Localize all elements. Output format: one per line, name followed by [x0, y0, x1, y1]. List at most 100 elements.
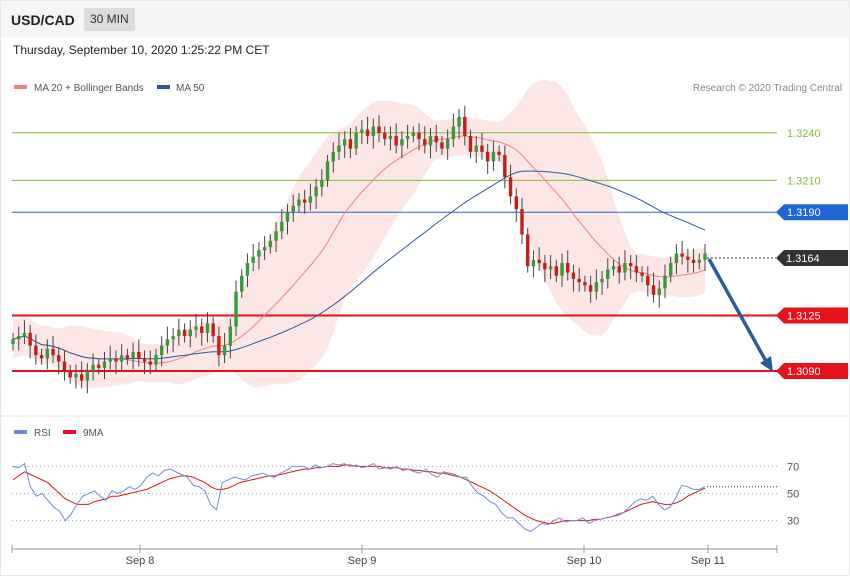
x-tick-label: Sep 8: [126, 555, 155, 567]
level-tag-1-3125: [776, 307, 848, 324]
candle-body: [62, 361, 67, 372]
level-label-1-3090: 1.3090: [787, 366, 821, 378]
candle-body: [634, 266, 639, 273]
candle-body: [142, 358, 147, 362]
candle-body: [251, 256, 255, 264]
symbol-label: USD/CAD: [11, 12, 75, 28]
candle-body: [348, 139, 353, 149]
candle-body: [371, 126, 376, 136]
rsi-panel: 70 50 30: [12, 461, 799, 533]
ma50-legend-swatch: [157, 85, 170, 89]
candle-body: [668, 263, 673, 276]
candle-body: [257, 250, 261, 257]
candle-body: [28, 332, 32, 346]
candle-body: [314, 186, 318, 197]
rsi-level-label-70: 70: [787, 461, 799, 473]
candle-body: [34, 345, 38, 356]
candle-body: [525, 234, 530, 267]
candle-body: [594, 282, 599, 292]
candle-body: [383, 132, 387, 140]
candle-body: [703, 253, 707, 260]
candle-body: [274, 231, 278, 241]
level-label-1-3125: 1.3125: [787, 310, 821, 322]
candle-body: [194, 326, 198, 330]
candle-body: [623, 263, 627, 273]
ma20-legend-label: MA 20 + Bollinger Bands: [34, 83, 144, 94]
candle-body: [451, 126, 456, 140]
candle-body: [119, 355, 124, 362]
candle-body: [434, 135, 438, 143]
level-tag-1-3090: [776, 363, 848, 380]
rsi-ma-line: [12, 464, 706, 524]
candle-body: [262, 247, 267, 251]
candle-body: [182, 329, 187, 337]
candle-body: [588, 285, 593, 292]
candle-body: [165, 339, 170, 346]
rsi-level-label-50: 50: [787, 489, 799, 501]
candle-body: [217, 336, 221, 356]
candle-body: [320, 180, 324, 187]
copyright-text: Research © 2020 Trading Central: [693, 83, 842, 94]
candle-body: [297, 199, 301, 206]
candle-body: [222, 345, 227, 356]
candle-body: [291, 205, 295, 213]
chart-header: USD/CAD 30 MIN: [1, 1, 849, 37]
candle-body: [457, 116, 461, 127]
candle-body: [114, 358, 118, 362]
candle-body: [131, 351, 135, 359]
current-price-tag: [776, 250, 848, 266]
current-price-label: 1.3164: [786, 253, 820, 265]
candle-body: [577, 278, 581, 283]
candle-body: [445, 139, 450, 149]
x-tick-label: Sep 10: [567, 555, 602, 567]
candle-body: [651, 285, 656, 295]
candle-body: [245, 263, 250, 276]
candle-body: [686, 256, 690, 260]
candle-body: [463, 116, 467, 136]
candle-body: [606, 269, 610, 279]
candle-body: [583, 282, 587, 286]
level-label-1-3210: 1.3210: [787, 175, 821, 187]
candle-body: [51, 348, 55, 356]
candle-body: [646, 275, 650, 286]
candle-body: [617, 266, 621, 273]
rsi-legend-swatch: [14, 430, 27, 434]
timeframe-button[interactable]: 30 MIN: [84, 8, 135, 31]
candle-body: [159, 345, 164, 356]
candle-body: [331, 151, 335, 162]
rsi-legend-label: RSI: [34, 428, 51, 439]
candle-body: [440, 142, 444, 149]
candle-body: [411, 132, 416, 136]
level-label-1-3240: 1.3240: [787, 128, 821, 140]
candle-body: [497, 151, 501, 156]
chart-datetime: Thursday, September 10, 2020 1:25:22 PM …: [13, 43, 270, 57]
candle-body: [97, 364, 101, 368]
candle-body: [657, 288, 661, 295]
candle-body: [554, 266, 559, 276]
candle-body: [85, 371, 90, 381]
candle-body: [68, 371, 72, 378]
candle-body: [360, 129, 364, 133]
x-tick-label: Sep 9: [348, 555, 377, 567]
candle-body: [102, 361, 107, 368]
candle-body: [22, 332, 27, 337]
candle-body: [11, 339, 15, 345]
moving-averages: [12, 135, 706, 364]
level-tag-1-3190: [776, 204, 848, 221]
candle-body: [548, 266, 553, 270]
candle-body: [571, 272, 576, 279]
x-axis: Sep 8 Sep 9 Sep 10 Sep 11: [11, 545, 778, 567]
candle-body: [405, 135, 410, 140]
candle-body: [365, 129, 370, 136]
ma20-line: [12, 135, 706, 364]
price-levels: 1.3240 1.3210 1.3190 1.3125 1.3090: [12, 128, 848, 380]
candlesticks: [11, 105, 707, 394]
candle-body: [205, 323, 210, 333]
candle-body: [628, 263, 633, 267]
candle-body: [148, 361, 152, 365]
candle-body: [428, 135, 433, 146]
candle-body: [137, 351, 141, 359]
candle-body: [285, 212, 290, 222]
